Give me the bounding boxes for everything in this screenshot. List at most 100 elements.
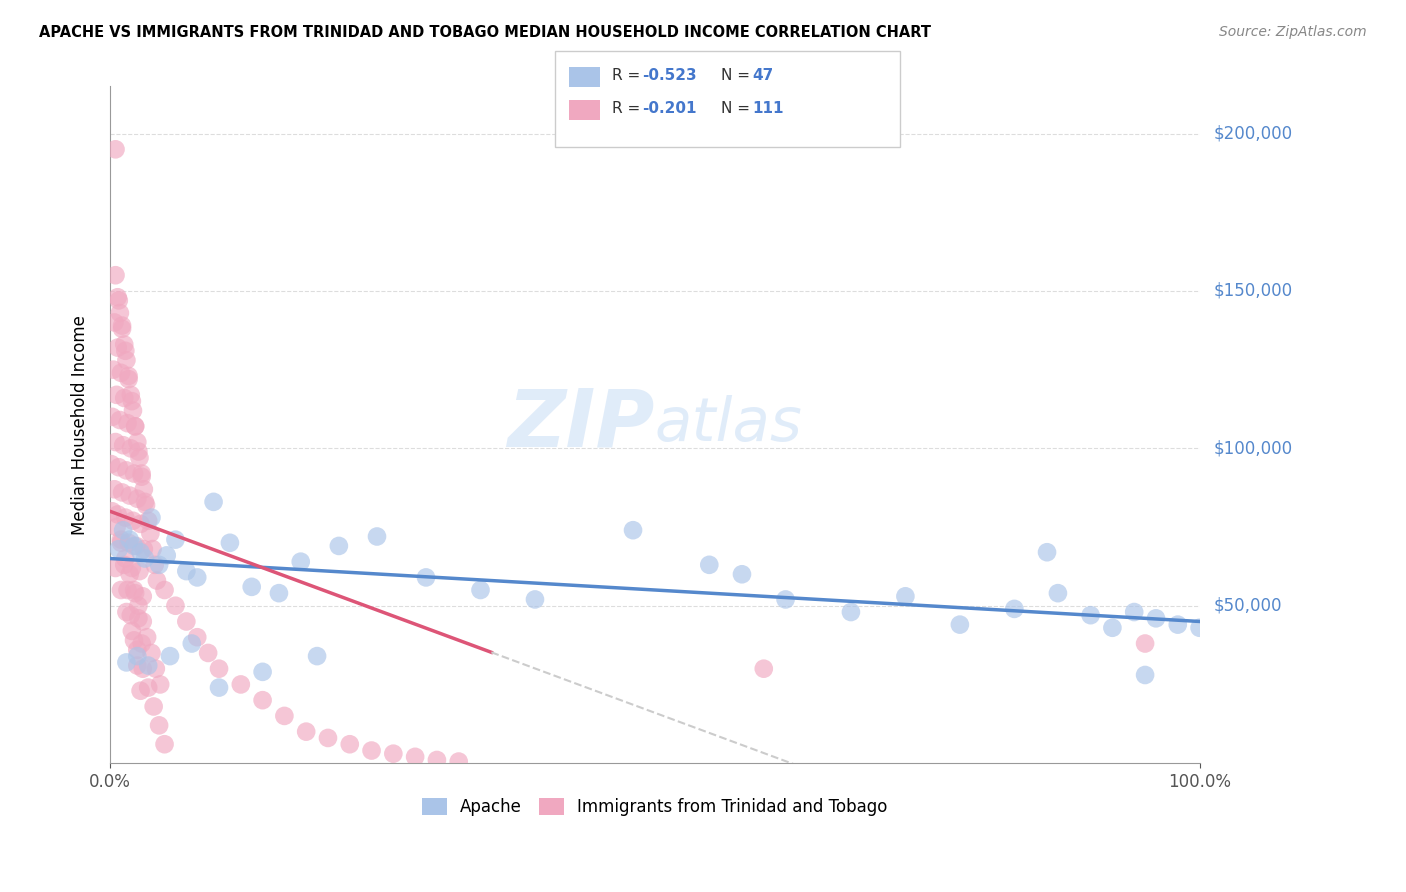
Point (112, 337, 135, 351)
Point (122, 633, 145, 648)
Point (134, 495, 156, 509)
Point (108, 306, 131, 320)
Point (110, 582, 132, 597)
Point (136, 681, 159, 695)
Point (149, 677, 172, 691)
Text: Source: ZipAtlas.com: Source: ZipAtlas.com (1219, 25, 1367, 39)
Point (104, 561, 127, 575)
Point (153, 582, 176, 597)
Point (1133, 668, 1156, 682)
Point (115, 605, 138, 619)
Point (105, 520, 128, 534)
Point (1080, 608, 1102, 623)
Point (252, 665, 274, 679)
Point (122, 514, 145, 528)
Point (101, 504, 124, 518)
Point (129, 683, 152, 698)
Point (366, 529, 388, 543)
Point (328, 539, 350, 553)
Point (122, 403, 145, 417)
Point (382, 747, 405, 761)
Point (120, 388, 142, 402)
Text: ZIP: ZIP (508, 385, 655, 464)
Point (1036, 545, 1059, 559)
Point (127, 658, 149, 673)
Point (295, 724, 318, 739)
Point (156, 549, 179, 563)
Point (208, 662, 231, 676)
Point (621, 523, 644, 537)
Point (176, 615, 198, 629)
Point (127, 599, 149, 613)
Point (165, 599, 187, 613)
Point (128, 564, 150, 578)
Text: atlas: atlas (655, 395, 803, 454)
Point (202, 495, 225, 509)
Point (100, 457, 122, 471)
Point (404, 749, 426, 764)
Point (1123, 605, 1146, 619)
Point (111, 485, 134, 500)
Point (122, 539, 145, 553)
Point (105, 388, 128, 402)
Point (110, 366, 132, 380)
Point (111, 322, 134, 336)
Point (121, 624, 143, 638)
Point (124, 419, 146, 434)
Point (148, 558, 170, 572)
Point (122, 467, 145, 481)
Point (125, 539, 148, 553)
Point (136, 658, 159, 673)
Point (141, 510, 163, 524)
Text: $200,000: $200,000 (1213, 125, 1292, 143)
Point (117, 416, 139, 430)
Point (114, 510, 136, 524)
Y-axis label: Median Household Income: Median Household Income (72, 315, 89, 534)
Point (127, 444, 149, 458)
Point (121, 561, 143, 575)
Point (1101, 621, 1123, 635)
Point (136, 514, 159, 528)
Point (132, 589, 155, 603)
Point (118, 567, 141, 582)
Point (107, 542, 129, 557)
Point (112, 523, 135, 537)
Point (117, 368, 139, 383)
Point (316, 731, 339, 745)
Point (117, 372, 139, 386)
Point (142, 542, 165, 557)
Text: -0.523: -0.523 (643, 69, 697, 83)
Point (104, 435, 127, 450)
Point (117, 536, 139, 550)
Point (107, 341, 129, 355)
Point (252, 693, 274, 707)
Point (127, 649, 149, 664)
Point (107, 460, 129, 475)
Point (307, 649, 329, 664)
Text: N =: N = (721, 102, 755, 116)
Point (117, 582, 139, 597)
Point (208, 681, 231, 695)
Point (697, 558, 720, 572)
Point (415, 570, 437, 584)
Point (104, 142, 127, 156)
Text: $50,000: $50,000 (1213, 597, 1282, 615)
Point (127, 642, 149, 657)
Point (139, 526, 162, 541)
Point (131, 467, 153, 481)
Point (141, 646, 163, 660)
Point (131, 636, 153, 650)
Point (124, 419, 146, 434)
Point (134, 551, 156, 566)
Text: N =: N = (721, 69, 755, 83)
Point (752, 662, 775, 676)
Point (129, 545, 152, 559)
Point (180, 636, 202, 650)
Point (101, 409, 124, 424)
Text: 47: 47 (752, 69, 773, 83)
Point (267, 586, 290, 600)
Point (111, 318, 134, 333)
Point (1046, 586, 1069, 600)
Point (153, 737, 176, 751)
Point (447, 755, 470, 769)
